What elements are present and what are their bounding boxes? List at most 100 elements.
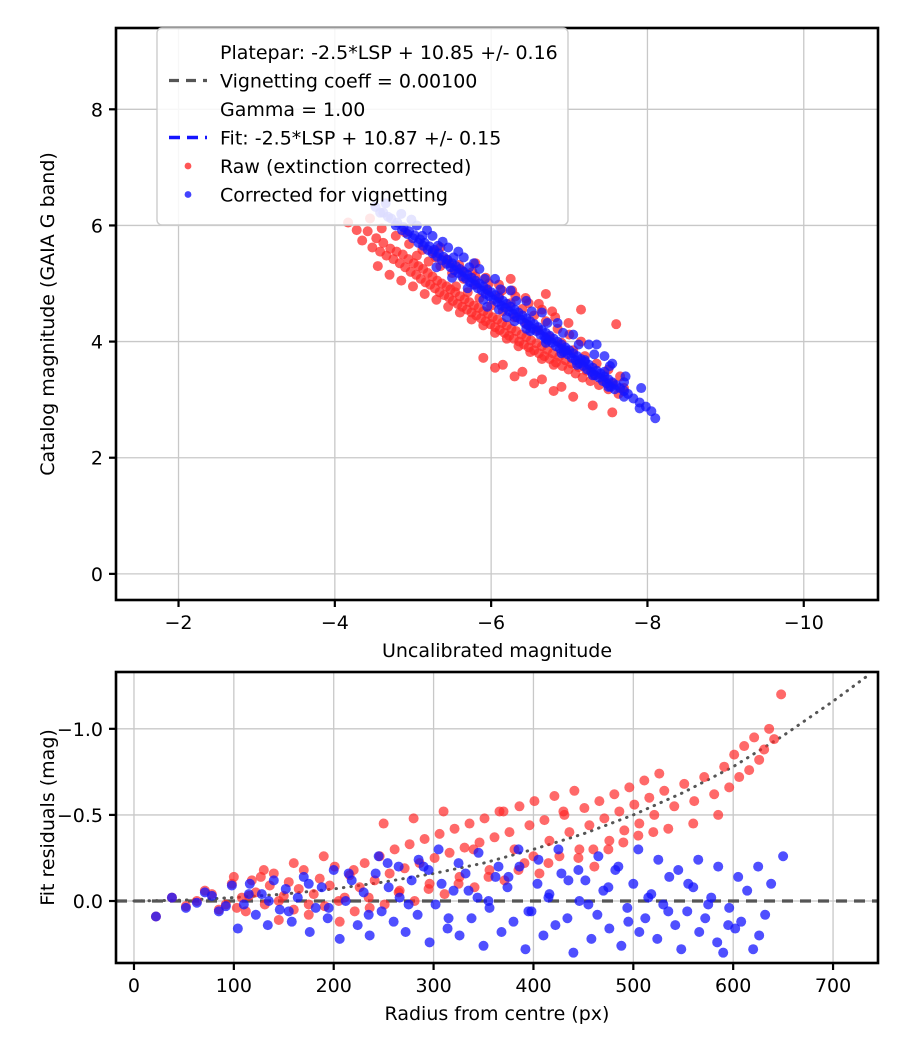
data-point bbox=[496, 927, 507, 938]
data-point bbox=[323, 902, 334, 913]
xtick-label: 100 bbox=[216, 975, 252, 997]
xtick-label: 600 bbox=[715, 975, 751, 997]
data-point bbox=[334, 916, 345, 927]
ytick-label: 8 bbox=[91, 99, 103, 121]
data-point bbox=[443, 301, 454, 312]
data-point bbox=[648, 827, 659, 838]
data-point bbox=[744, 765, 755, 776]
data-point bbox=[694, 927, 705, 938]
data-point bbox=[673, 865, 684, 876]
data-point bbox=[318, 851, 329, 862]
data-point bbox=[407, 281, 418, 292]
data-point bbox=[636, 383, 647, 394]
data-point bbox=[478, 320, 489, 331]
data-point bbox=[614, 806, 625, 817]
data-point bbox=[540, 288, 551, 299]
data-point bbox=[244, 878, 255, 889]
data-point bbox=[712, 937, 723, 948]
data-point bbox=[389, 844, 400, 855]
data-point bbox=[654, 768, 665, 779]
data-point bbox=[634, 927, 645, 938]
data-point bbox=[490, 871, 501, 882]
data-point bbox=[316, 882, 327, 893]
data-point bbox=[220, 901, 231, 912]
data-point bbox=[742, 885, 753, 896]
data-point bbox=[226, 880, 237, 891]
data-point bbox=[453, 858, 464, 869]
data-point bbox=[314, 873, 325, 884]
data-point bbox=[594, 796, 605, 807]
legend-handle-red-dot bbox=[184, 162, 192, 170]
data-point bbox=[384, 868, 395, 879]
data-point bbox=[466, 913, 477, 924]
data-point bbox=[748, 944, 759, 955]
data-point bbox=[351, 225, 362, 236]
data-point bbox=[520, 944, 531, 955]
data-point bbox=[624, 782, 635, 793]
series-corrected-for-vignetting bbox=[370, 198, 661, 424]
data-point bbox=[754, 754, 765, 765]
data-point bbox=[444, 847, 455, 858]
data-point bbox=[532, 878, 543, 889]
data-point bbox=[669, 801, 680, 812]
data-point bbox=[562, 913, 573, 924]
data-point bbox=[429, 852, 440, 863]
data-point bbox=[439, 889, 450, 900]
data-point bbox=[508, 916, 519, 927]
data-point bbox=[363, 909, 374, 920]
data-point bbox=[718, 947, 729, 958]
data-point bbox=[434, 828, 445, 839]
data-point bbox=[406, 875, 417, 886]
y-axis-title: Catalog magnitude (GAIA G band) bbox=[37, 152, 59, 476]
data-point bbox=[273, 914, 284, 925]
data-point bbox=[436, 878, 447, 889]
data-point bbox=[616, 940, 627, 951]
data-point bbox=[468, 258, 479, 269]
data-point bbox=[376, 906, 387, 917]
data-point bbox=[478, 940, 489, 951]
legend-entry-label: Platepar: -2.5*LSP + 10.85 +/- 0.16 bbox=[220, 42, 558, 64]
data-point bbox=[472, 892, 483, 903]
data-point bbox=[609, 789, 620, 800]
data-point bbox=[268, 868, 279, 879]
data-point bbox=[634, 818, 645, 829]
ytick-label: 0 bbox=[91, 564, 103, 586]
data-point bbox=[358, 887, 369, 898]
data-point bbox=[553, 844, 564, 855]
data-point bbox=[419, 288, 430, 299]
data-point bbox=[548, 385, 559, 396]
ytick-label: 0.0 bbox=[73, 891, 103, 913]
data-point bbox=[603, 844, 614, 855]
data-point bbox=[403, 899, 414, 910]
data-point bbox=[430, 899, 441, 910]
data-point bbox=[533, 298, 544, 309]
data-point bbox=[568, 947, 579, 958]
data-point bbox=[349, 906, 360, 917]
data-point bbox=[550, 920, 561, 931]
data-point bbox=[604, 923, 615, 934]
data-point bbox=[556, 868, 567, 879]
data-point bbox=[334, 933, 345, 944]
data-point bbox=[359, 858, 370, 869]
data-point bbox=[700, 913, 711, 924]
data-point bbox=[447, 272, 458, 283]
data-point bbox=[413, 854, 424, 865]
data-point bbox=[511, 295, 522, 306]
data-point bbox=[688, 818, 699, 829]
data-point bbox=[579, 803, 590, 814]
data-point bbox=[343, 868, 354, 879]
data-point bbox=[569, 785, 580, 796]
data-point bbox=[603, 882, 614, 893]
data-point bbox=[759, 744, 770, 755]
data-point bbox=[629, 799, 640, 810]
data-point bbox=[404, 839, 415, 850]
data-point bbox=[633, 844, 644, 855]
data-point bbox=[262, 920, 273, 931]
data-point bbox=[408, 813, 419, 824]
data-point bbox=[303, 878, 314, 889]
data-point bbox=[505, 273, 516, 284]
data-point bbox=[454, 307, 465, 318]
data-point bbox=[324, 880, 335, 891]
data-point bbox=[333, 896, 344, 907]
